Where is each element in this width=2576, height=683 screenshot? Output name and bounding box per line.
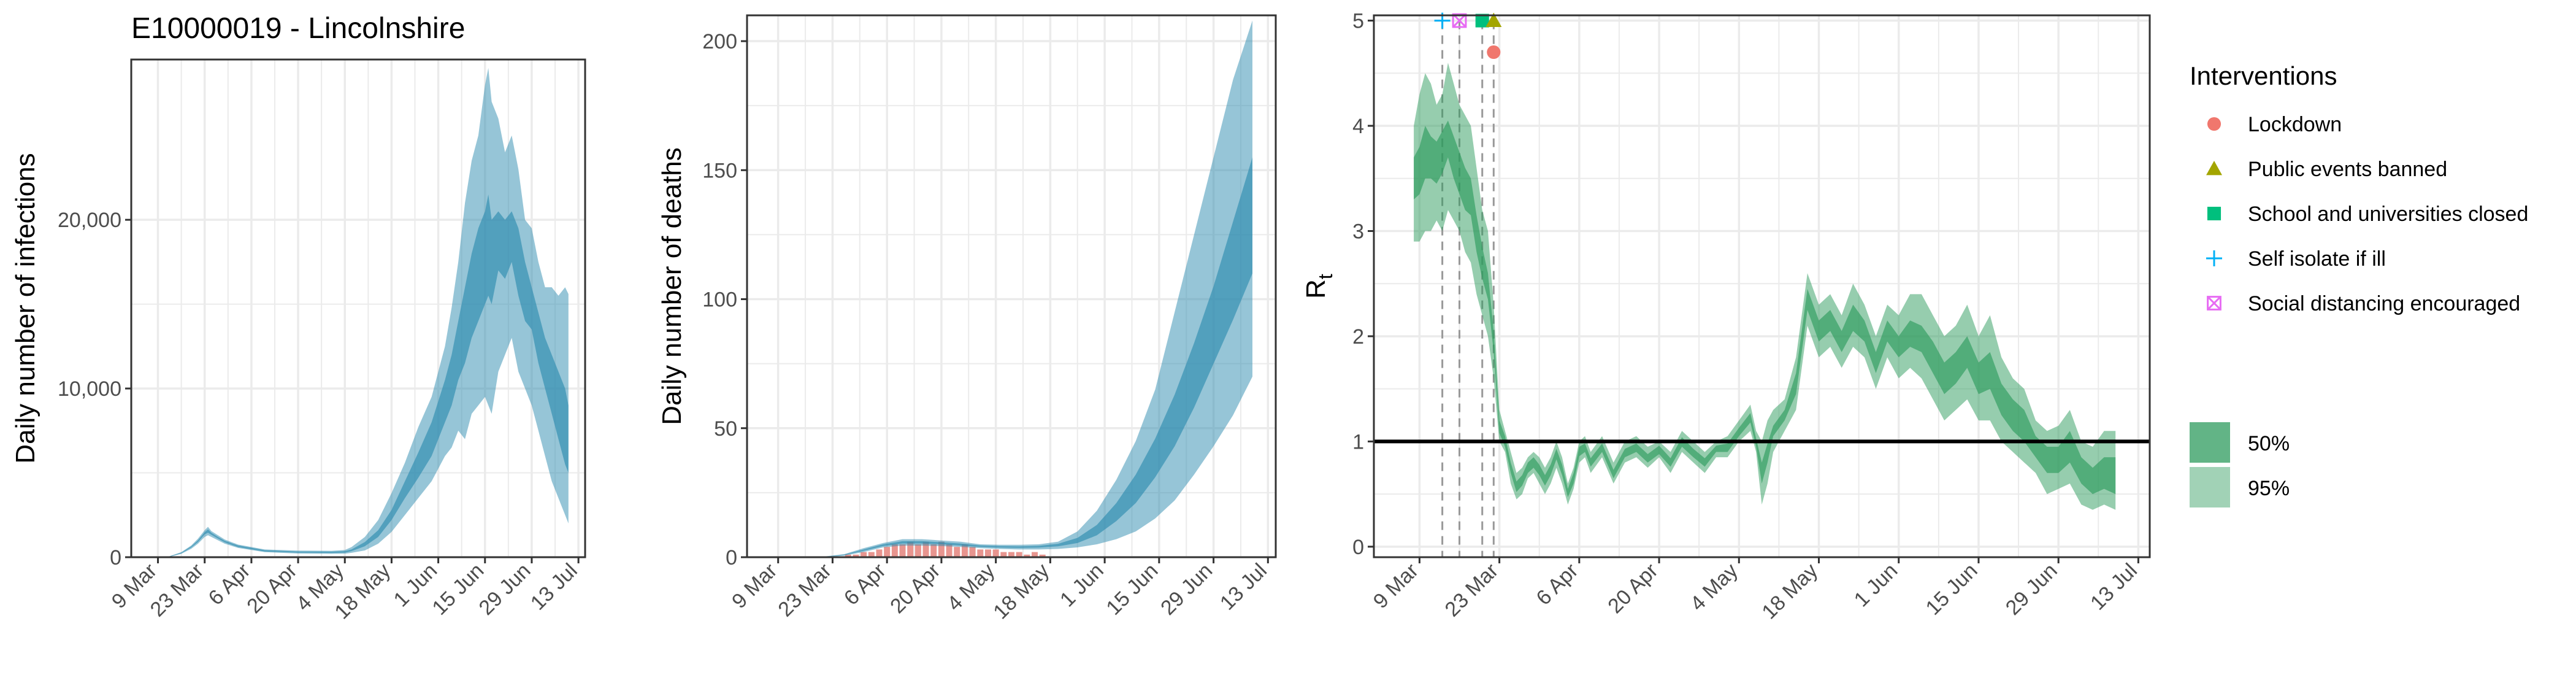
y-tick-label: 50 [714, 417, 737, 441]
y-tick-label: 0 [726, 546, 737, 569]
y-tick-label: 0 [1352, 536, 1364, 559]
band-95pct [1414, 63, 2116, 510]
y-tick-label: 0 [110, 546, 121, 569]
legend: Interventions Lockdown Public events banne… [2190, 61, 2528, 507]
figure-title: E10000019 - Lincolnshire [131, 12, 465, 45]
legend-label: School and universities closed [2248, 203, 2528, 226]
intervention-marker-triangle [1485, 12, 1502, 27]
observed-deaths-bar [1008, 552, 1014, 557]
y-tick-label: 200 [702, 30, 737, 53]
y-tick-label: 5 [1352, 10, 1364, 33]
band-95pct [167, 68, 569, 557]
observed-deaths-bar [992, 549, 999, 557]
observed-deaths-bar [1024, 554, 1030, 557]
observed-deaths-bar [922, 541, 929, 557]
observed-deaths-bar [969, 547, 976, 557]
legend-key-circle [2207, 117, 2221, 131]
observed-deaths-bar [891, 544, 898, 557]
legend-band-label: 50% [2248, 432, 2290, 455]
observed-deaths-bar [853, 554, 859, 557]
observed-deaths-bar [954, 547, 960, 557]
observed-deaths-bar [884, 547, 891, 557]
observed-deaths-bar [946, 544, 953, 557]
band-50pct [824, 157, 1252, 557]
panel-border [130, 58, 586, 558]
band-95pct [824, 20, 1252, 557]
y-tick-label: 4 [1352, 115, 1364, 138]
y-tick-label: 2 [1352, 325, 1364, 349]
observed-deaths-bar [1032, 552, 1038, 557]
observed-deaths-bar [977, 549, 984, 557]
observed-deaths-bar [961, 544, 968, 557]
legend-band-key [2190, 467, 2230, 507]
legend-title: Interventions [2190, 61, 2337, 90]
band-50pct [1414, 120, 2116, 498]
y-axis-title: Daily number of deaths [657, 147, 687, 425]
intervention-marker-square [1475, 14, 1489, 28]
legend-key-plus [2206, 250, 2222, 266]
observed-deaths-bar [845, 554, 851, 557]
legend-label: Social distancing encouraged [2248, 292, 2520, 315]
y-tick-label: 20,000 [58, 209, 121, 232]
y-axis-title: Daily number of infections [10, 153, 40, 463]
y-axis-title-subscript: t [1314, 274, 1336, 279]
legend-label: Public events banned [2248, 158, 2447, 181]
legend-label: Lockdown [2248, 113, 2342, 136]
observed-deaths-bar [938, 541, 945, 557]
legend-band-key [2190, 422, 2230, 463]
y-tick-label: 3 [1352, 220, 1364, 243]
observed-deaths-bar [1016, 552, 1022, 557]
observed-deaths-bar [1039, 554, 1046, 557]
legend-key-box [2207, 296, 2221, 311]
observed-deaths-bar [1000, 552, 1007, 557]
band-50pct [167, 194, 569, 557]
observed-deaths-bar [984, 549, 991, 557]
observed-deaths-bar [868, 552, 875, 557]
observed-deaths-bar [907, 541, 914, 557]
y-tick-label: 100 [702, 288, 737, 312]
observed-deaths-bar [930, 544, 937, 557]
intervention-marker-circle [1487, 45, 1501, 60]
y-tick-label: 1 [1352, 430, 1364, 453]
observed-deaths-bar [876, 549, 883, 557]
intervention-marker-x [1452, 14, 1466, 28]
observed-deaths-bar [861, 552, 867, 557]
observed-deaths-bar [899, 544, 906, 557]
legend-label: Self isolate if ill [2248, 247, 2386, 271]
y-tick-label: 150 [702, 159, 737, 182]
legend-key-triangle [2206, 161, 2222, 176]
legend-key-x [2207, 296, 2221, 311]
panel-border [1373, 14, 2151, 558]
y-axis-title: Rt [1301, 274, 1336, 299]
legend-band-label: 95% [2248, 477, 2290, 500]
observed-deaths-bar [914, 544, 921, 557]
y-tick-label: 10,000 [58, 377, 121, 401]
legend-key-square [2207, 206, 2221, 221]
intervention-marker-box [1452, 13, 1467, 28]
panel-border [746, 14, 1277, 558]
